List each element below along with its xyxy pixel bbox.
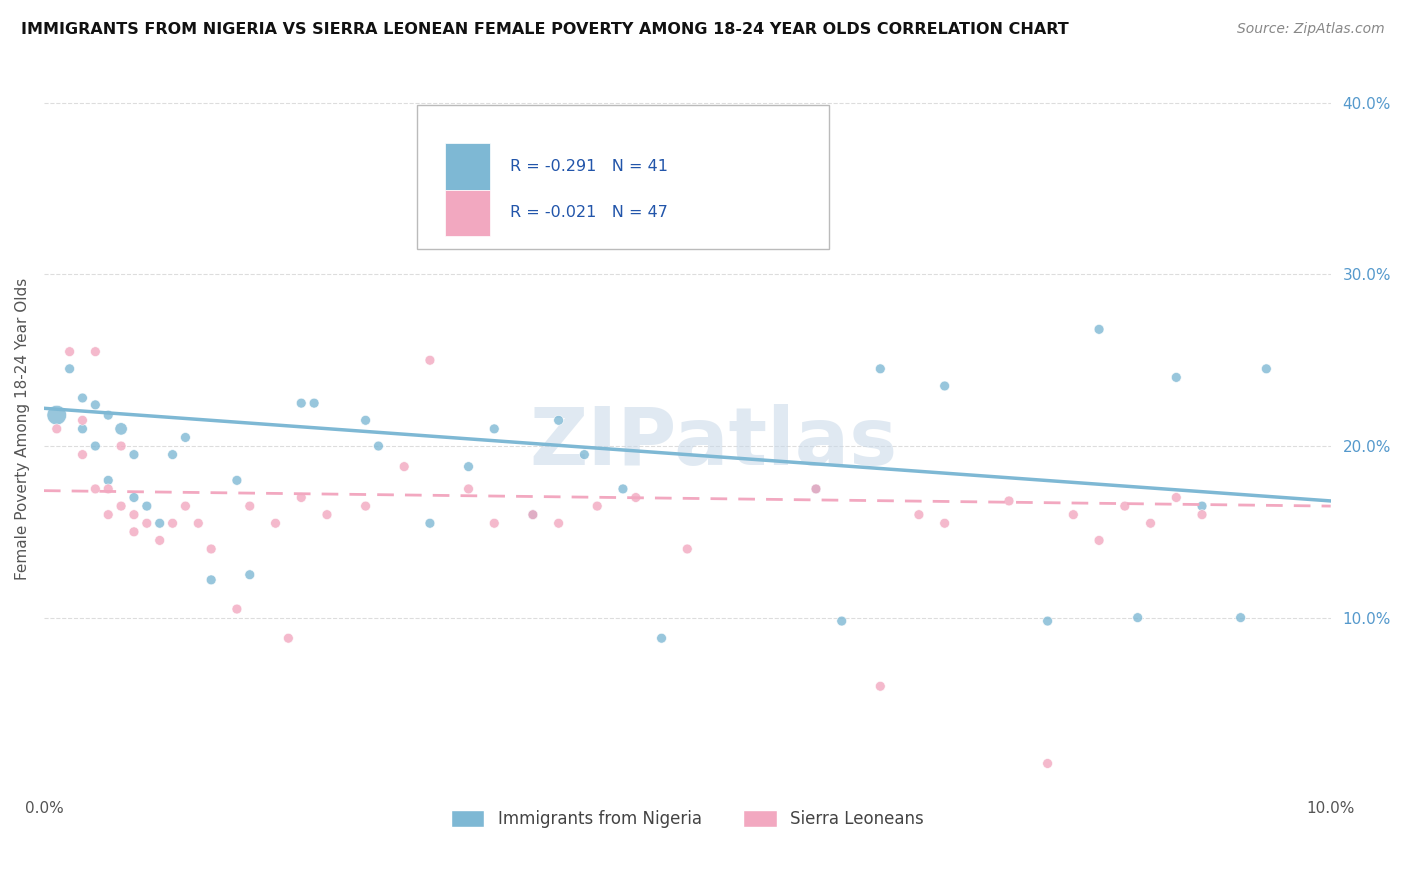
Bar — [446, 143, 491, 190]
Point — [264, 516, 287, 531]
Text: R = -0.021   N = 47: R = -0.021 N = 47 — [510, 205, 668, 220]
Point — [998, 494, 1021, 508]
Point — [934, 516, 956, 531]
Point — [457, 459, 479, 474]
Point — [72, 391, 94, 405]
Point — [225, 602, 247, 616]
Point — [1114, 499, 1136, 513]
Point — [676, 541, 699, 556]
Point — [45, 408, 67, 422]
Y-axis label: Female Poverty Among 18-24 Year Olds: Female Poverty Among 18-24 Year Olds — [15, 277, 30, 580]
Point — [651, 631, 673, 645]
Point — [59, 344, 82, 359]
Point — [1229, 610, 1251, 624]
Point — [741, 104, 763, 119]
Point — [484, 422, 506, 436]
Point — [1166, 370, 1188, 384]
Point — [869, 361, 891, 376]
Point — [1191, 499, 1213, 513]
Point — [239, 567, 262, 582]
Point — [162, 516, 184, 531]
Point — [110, 422, 132, 436]
Point — [316, 508, 339, 522]
Legend: Immigrants from Nigeria, Sierra Leoneans: Immigrants from Nigeria, Sierra Leoneans — [444, 804, 931, 835]
Point — [522, 508, 544, 522]
Point — [187, 516, 209, 531]
Text: Source: ZipAtlas.com: Source: ZipAtlas.com — [1237, 22, 1385, 37]
Point — [908, 508, 931, 522]
Point — [225, 474, 247, 488]
Point — [290, 396, 312, 410]
Point — [72, 422, 94, 436]
Point — [1036, 756, 1059, 771]
Point — [367, 439, 389, 453]
Point — [869, 679, 891, 693]
Point — [290, 491, 312, 505]
Point — [624, 491, 647, 505]
Point — [122, 524, 145, 539]
Point — [1256, 361, 1278, 376]
Point — [831, 614, 853, 628]
Point — [1126, 610, 1149, 624]
Point — [135, 516, 157, 531]
Point — [84, 344, 107, 359]
Point — [1166, 491, 1188, 505]
Point — [804, 482, 827, 496]
Point — [419, 516, 441, 531]
Point — [122, 448, 145, 462]
Point — [110, 439, 132, 453]
Point — [72, 448, 94, 462]
Point — [200, 573, 222, 587]
Point — [59, 361, 82, 376]
Point — [302, 396, 325, 410]
Point — [97, 482, 120, 496]
Point — [1191, 508, 1213, 522]
Point — [1036, 614, 1059, 628]
Text: IMMIGRANTS FROM NIGERIA VS SIERRA LEONEAN FEMALE POVERTY AMONG 18-24 YEAR OLDS C: IMMIGRANTS FROM NIGERIA VS SIERRA LEONEA… — [21, 22, 1069, 37]
Point — [547, 516, 569, 531]
Point — [1139, 516, 1161, 531]
Point — [149, 516, 172, 531]
Point — [149, 533, 172, 548]
Point — [354, 413, 377, 427]
Point — [84, 398, 107, 412]
Point — [586, 499, 609, 513]
Point — [354, 499, 377, 513]
Point — [84, 439, 107, 453]
Point — [457, 482, 479, 496]
Point — [1062, 508, 1084, 522]
Point — [110, 499, 132, 513]
FancyBboxPatch shape — [418, 104, 830, 249]
Point — [934, 379, 956, 393]
Point — [484, 516, 506, 531]
Point — [84, 482, 107, 496]
Point — [122, 491, 145, 505]
Point — [162, 448, 184, 462]
Point — [97, 508, 120, 522]
Point — [72, 413, 94, 427]
Point — [522, 508, 544, 522]
Point — [574, 448, 596, 462]
Point — [45, 422, 67, 436]
Point — [200, 541, 222, 556]
Text: R = -0.291   N = 41: R = -0.291 N = 41 — [510, 159, 668, 174]
Point — [1088, 322, 1111, 336]
Point — [392, 459, 415, 474]
Point — [122, 508, 145, 522]
Point — [547, 413, 569, 427]
Point — [612, 482, 634, 496]
Point — [1088, 533, 1111, 548]
Point — [97, 408, 120, 422]
Point — [97, 474, 120, 488]
Point — [239, 499, 262, 513]
Point — [419, 353, 441, 368]
Point — [804, 482, 827, 496]
Bar — [446, 189, 491, 236]
Point — [135, 499, 157, 513]
Point — [277, 631, 299, 645]
Text: ZIPatlas: ZIPatlas — [529, 404, 897, 483]
Point — [174, 499, 197, 513]
Point — [174, 430, 197, 444]
